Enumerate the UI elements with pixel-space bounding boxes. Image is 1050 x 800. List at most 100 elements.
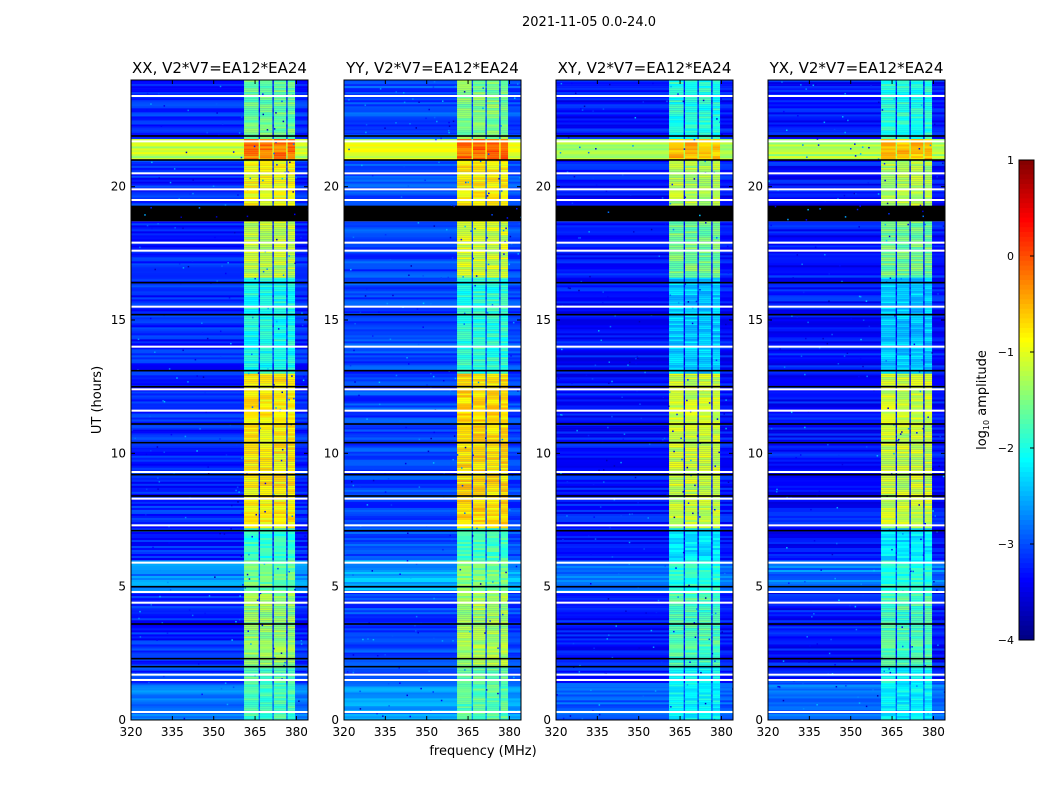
heatmap-cell-rfi bbox=[685, 383, 698, 386]
heatmap-cell-bg bbox=[344, 343, 521, 346]
heatmap-cell-rfi bbox=[287, 616, 296, 619]
heatmap-speckle bbox=[417, 222, 420, 224]
heatmap-cell-rfi bbox=[273, 231, 287, 234]
heatmap-speckle bbox=[465, 181, 467, 184]
heatmap-cell-rfi bbox=[287, 403, 296, 406]
heatmap-cell-rfi bbox=[244, 375, 259, 378]
heatmap-cell-rfi bbox=[698, 443, 712, 446]
heatmap-cell-rfi bbox=[712, 259, 721, 262]
heatmap-speckle bbox=[371, 174, 374, 177]
heatmap-cell-rfi bbox=[669, 245, 684, 248]
heatmap-cell-rfi bbox=[457, 509, 472, 513]
heatmap-cell-rfi bbox=[457, 481, 472, 485]
heatmap-speckle bbox=[450, 204, 453, 206]
heatmap-cell-rfi bbox=[260, 158, 273, 161]
heatmap-cell-bg bbox=[344, 465, 521, 469]
heatmap-cell-rfi bbox=[500, 564, 509, 567]
flagged-row-white bbox=[131, 249, 308, 252]
heatmap-cell-rfi bbox=[500, 654, 509, 657]
heatmap-cell-rfi bbox=[698, 584, 712, 587]
heatmap-cell-bg bbox=[556, 702, 733, 705]
heatmap-speckle bbox=[169, 181, 172, 184]
heatmap-cell-bg bbox=[344, 511, 521, 515]
heatmap-cell-rfi bbox=[500, 485, 509, 489]
heatmap-cell-rfi bbox=[273, 138, 287, 141]
heatmap-cell-bg bbox=[556, 580, 733, 583]
heatmap-speckle bbox=[445, 228, 448, 231]
heatmap-cell-rfi bbox=[457, 391, 472, 394]
heatmap-cell-rfi bbox=[486, 718, 500, 720]
heatmap-cell-bg bbox=[556, 257, 733, 260]
heatmap-cell-rfi bbox=[685, 359, 698, 362]
heatmap-cell-rfi bbox=[287, 566, 296, 569]
heatmap-cell-bg bbox=[131, 714, 308, 717]
heatmap-cell-rfi bbox=[698, 431, 712, 434]
heatmap-cell-rfi bbox=[698, 295, 712, 298]
heatmap-cell-bg bbox=[556, 656, 733, 659]
heatmap-cell-rfi bbox=[473, 507, 486, 511]
heatmap-cell-bg bbox=[556, 503, 733, 507]
heatmap-speckle bbox=[442, 379, 445, 382]
heatmap-cell-rfi bbox=[244, 116, 259, 119]
heatmap-cell-rfi bbox=[287, 716, 296, 719]
heatmap-cell-rfi bbox=[273, 146, 287, 149]
heatmap-cell-rfi bbox=[473, 467, 486, 471]
panel-title: YY, V2*V7=EA12*EA24 bbox=[345, 59, 519, 77]
heatmap-cell-rfi bbox=[260, 299, 273, 302]
heatmap-cell-bg bbox=[344, 251, 521, 254]
heatmap-cell-rfi bbox=[457, 177, 472, 181]
heatmap-speckle bbox=[232, 151, 235, 153]
heatmap-cell-rfi bbox=[473, 195, 486, 198]
heatmap-cell-rfi bbox=[260, 467, 273, 471]
heatmap-cell-rfi bbox=[260, 648, 273, 651]
heatmap-cell-rfi bbox=[685, 686, 698, 689]
heatmap-cell-rfi bbox=[260, 203, 273, 206]
heatmap-cell-rfi bbox=[244, 343, 259, 346]
heatmap-cell-rfi bbox=[473, 554, 486, 557]
heatmap-cell-rfi bbox=[457, 251, 472, 254]
heatmap-cell-rfi bbox=[486, 604, 500, 607]
heatmap-cell-rfi bbox=[500, 608, 509, 611]
heatmap-cell-rfi bbox=[244, 445, 259, 448]
heatmap-cell-rfi bbox=[260, 644, 273, 647]
heatmap-cell-rfi bbox=[473, 580, 486, 583]
heatmap-cell-rfi bbox=[473, 122, 486, 125]
heatmap-speckle bbox=[372, 469, 375, 472]
heatmap-cell-rfi bbox=[473, 411, 486, 414]
heatmap-cell-rfi bbox=[287, 203, 296, 206]
heatmap-cell-rfi bbox=[287, 283, 296, 286]
heatmap-cell-rfi bbox=[260, 120, 273, 123]
heatmap-cell-rfi bbox=[260, 391, 273, 394]
heatmap-cell-rfi bbox=[669, 321, 684, 324]
heatmap-cell-rfi bbox=[287, 648, 296, 651]
heatmap-cell-rfi bbox=[287, 618, 296, 621]
heatmap-cell-rfi bbox=[287, 349, 296, 352]
heatmap-cell-rfi bbox=[273, 161, 287, 165]
heatmap-cell-bg bbox=[556, 594, 733, 597]
heatmap-cell-bg bbox=[131, 542, 308, 545]
heatmap-cell-rfi bbox=[698, 505, 712, 509]
heatmap-cell-rfi bbox=[287, 544, 296, 547]
heatmap-cell-rfi bbox=[260, 620, 273, 623]
heatmap-cell-rfi bbox=[260, 662, 273, 665]
heatmap-cell-rfi bbox=[260, 459, 273, 463]
heatmap-cell-rfi bbox=[260, 592, 273, 595]
heatmap-cell-rfi bbox=[669, 630, 684, 633]
heatmap-cell-bg bbox=[131, 82, 308, 85]
heatmap-cell-rfi bbox=[287, 507, 296, 511]
heatmap-cell-rfi bbox=[244, 453, 259, 456]
heatmap-cell-rfi bbox=[712, 379, 721, 382]
heatmap-cell-bg bbox=[344, 666, 521, 669]
heatmap-cell-rfi bbox=[244, 269, 259, 272]
heatmap-cell-bg bbox=[344, 578, 521, 581]
heatmap-cell-rfi bbox=[260, 114, 273, 117]
heatmap-cell-rfi bbox=[685, 377, 698, 380]
heatmap-cell-bg bbox=[131, 716, 308, 719]
heatmap-cell-rfi bbox=[685, 291, 698, 294]
heatmap-cell-rfi bbox=[287, 357, 296, 360]
heatmap-cell-bg bbox=[556, 337, 733, 340]
y-tick-label: 5 bbox=[118, 580, 126, 594]
heatmap-cell-rfi bbox=[698, 317, 712, 320]
heatmap-cell-rfi bbox=[473, 499, 486, 503]
heatmap-cell-rfi bbox=[244, 475, 259, 479]
